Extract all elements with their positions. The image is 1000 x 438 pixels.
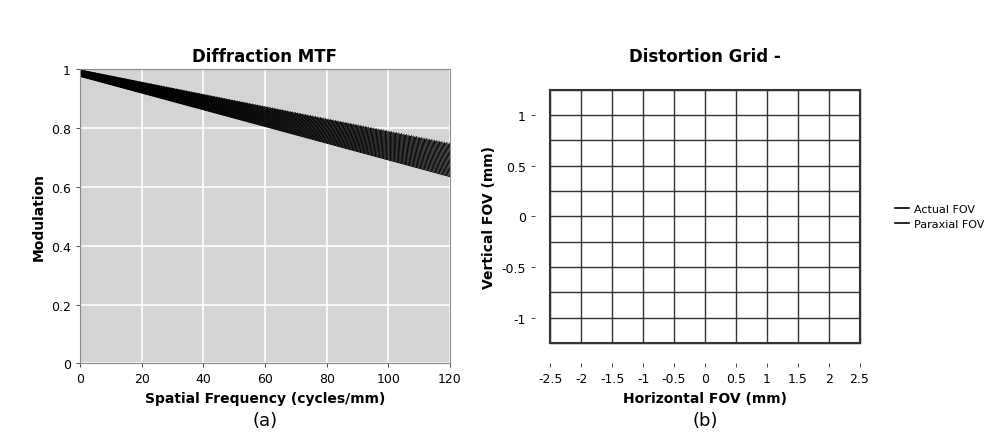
Text: (a): (a)	[252, 411, 278, 429]
Text: (b): (b)	[692, 411, 718, 429]
Y-axis label: Vertical FOV (mm): Vertical FOV (mm)	[482, 145, 496, 288]
Y-axis label: Modulation: Modulation	[31, 173, 45, 261]
Title: Distortion Grid -: Distortion Grid -	[629, 48, 781, 66]
X-axis label: Spatial Frequency (cycles/mm): Spatial Frequency (cycles/mm)	[145, 391, 385, 405]
Title: Diffraction MTF: Diffraction MTF	[192, 48, 338, 66]
X-axis label: Horizontal FOV (mm): Horizontal FOV (mm)	[623, 391, 787, 405]
Legend: Actual FOV, Paraxial FOV: Actual FOV, Paraxial FOV	[891, 200, 989, 234]
